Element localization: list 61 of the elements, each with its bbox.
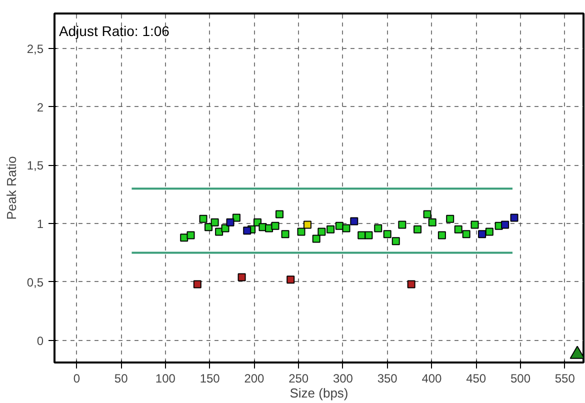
y-tick-label: 1,5 bbox=[26, 158, 44, 173]
point bbox=[303, 220, 312, 229]
point bbox=[243, 226, 252, 235]
y-tick-label: 2 bbox=[36, 100, 44, 114]
x-tick-label: 450 bbox=[466, 372, 486, 386]
point bbox=[342, 224, 350, 232]
y-axis-title: Peak Ratio bbox=[4, 156, 19, 220]
point bbox=[326, 225, 335, 234]
point bbox=[286, 276, 295, 284]
x-tick-label: 50 bbox=[114, 372, 128, 386]
y-tick-label: 2,5 bbox=[26, 42, 44, 56]
point bbox=[454, 225, 462, 234]
point bbox=[398, 220, 406, 229]
point bbox=[364, 231, 373, 240]
y-tick-label: 1 bbox=[36, 217, 44, 232]
point bbox=[210, 218, 219, 226]
point bbox=[446, 214, 454, 223]
point bbox=[318, 228, 326, 236]
x-tick-label: 550 bbox=[554, 372, 576, 386]
point bbox=[199, 214, 208, 223]
point bbox=[501, 220, 510, 229]
point bbox=[478, 230, 486, 238]
point bbox=[407, 280, 416, 288]
point bbox=[374, 224, 382, 232]
point bbox=[221, 224, 230, 232]
point bbox=[276, 210, 284, 218]
point bbox=[510, 214, 518, 222]
point bbox=[470, 220, 479, 229]
point bbox=[392, 237, 400, 246]
point bbox=[312, 234, 320, 243]
x-tick-label: 200 bbox=[244, 372, 265, 386]
point bbox=[350, 217, 358, 226]
point bbox=[281, 230, 290, 238]
point bbox=[232, 214, 240, 222]
point bbox=[271, 222, 280, 230]
point bbox=[423, 210, 432, 218]
point bbox=[238, 273, 246, 282]
point bbox=[215, 228, 224, 236]
y-tick-label: 0 bbox=[36, 334, 44, 348]
x-tick-label: 0 bbox=[73, 372, 80, 386]
point bbox=[204, 223, 212, 232]
x-tick-label: 350 bbox=[377, 372, 398, 386]
point bbox=[485, 228, 494, 236]
point bbox=[226, 218, 234, 226]
point bbox=[186, 231, 195, 240]
point bbox=[428, 218, 436, 226]
x-tick-label: 100 bbox=[155, 372, 176, 386]
point bbox=[193, 280, 202, 288]
x-tick-label: 400 bbox=[422, 372, 442, 386]
point bbox=[383, 230, 392, 238]
point bbox=[462, 230, 470, 238]
point bbox=[297, 228, 306, 236]
x-tick-label: 300 bbox=[332, 372, 354, 386]
x-axis-title: Size (bps) bbox=[290, 386, 348, 400]
point bbox=[438, 231, 446, 240]
annotation: Adjust Ratio: 1:06 bbox=[58, 23, 170, 40]
point bbox=[414, 225, 422, 234]
x-tick-label: 150 bbox=[200, 372, 220, 386]
y-tick-label: 0,5 bbox=[26, 275, 44, 290]
x-tick-label: 250 bbox=[288, 372, 309, 386]
x-tick-label: 500 bbox=[510, 372, 531, 386]
